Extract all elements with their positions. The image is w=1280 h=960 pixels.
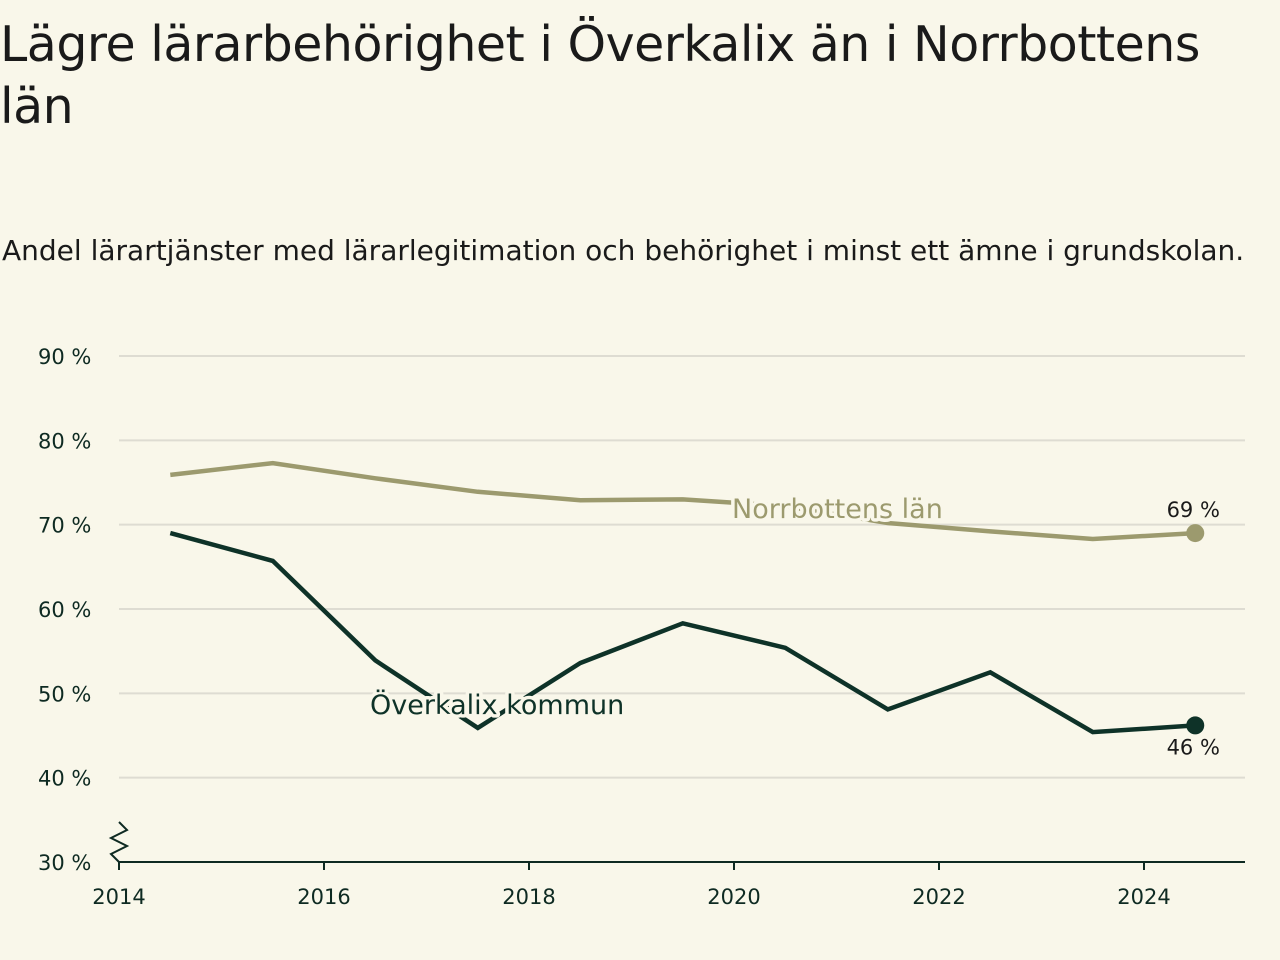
y-tick-label: 30 %	[38, 851, 91, 875]
series-name-label-overkalix: Överkalix kommun	[370, 689, 624, 721]
y-tick-label: 70 %	[38, 514, 91, 538]
series-labels: 69 % 46 % Norrbottens län Överkalix kommun	[367, 491, 1220, 760]
y-tick-label: 50 %	[38, 682, 91, 706]
x-tick-label: 2022	[912, 885, 965, 909]
chart-title: Lägre lärarbehörighet i Överkalix än i N…	[0, 16, 1200, 135]
axis-break-icon	[108, 821, 130, 863]
series-name-label-norrbotten: Norrbottens län	[732, 494, 943, 525]
axes: 90 % 80 % 70 % 60 % 50 % 40 % 30 %2014 2016 2018…	[38, 345, 1245, 909]
x-tick-label: 2016	[297, 885, 350, 909]
x-tick-label: 2018	[502, 885, 555, 909]
series-line-norrbotten	[170, 460, 1196, 542]
chart-subtitle: Andel lärartjänster med lärarlegitimatio…	[2, 234, 1245, 267]
end-label-overkalix: 46 %	[1167, 735, 1220, 759]
series-line-overkalix	[169, 530, 1196, 735]
y-tick-label: 90 %	[38, 345, 91, 369]
x-tick-label: 2014	[92, 885, 145, 909]
x-tick-label: 2024	[1117, 885, 1170, 909]
gridlines	[119, 355, 1245, 779]
x-tick-label: 2020	[707, 885, 760, 909]
y-tick-label: 80 %	[38, 429, 91, 453]
series-lines	[169, 460, 1205, 735]
y-tick-label: 60 %	[38, 598, 91, 622]
end-label-norrbotten: 69 %	[1167, 498, 1220, 522]
end-marker-overkalix	[1186, 716, 1205, 735]
y-tick-label: 40 %	[38, 767, 91, 791]
end-marker-norrbotten	[1186, 524, 1205, 543]
